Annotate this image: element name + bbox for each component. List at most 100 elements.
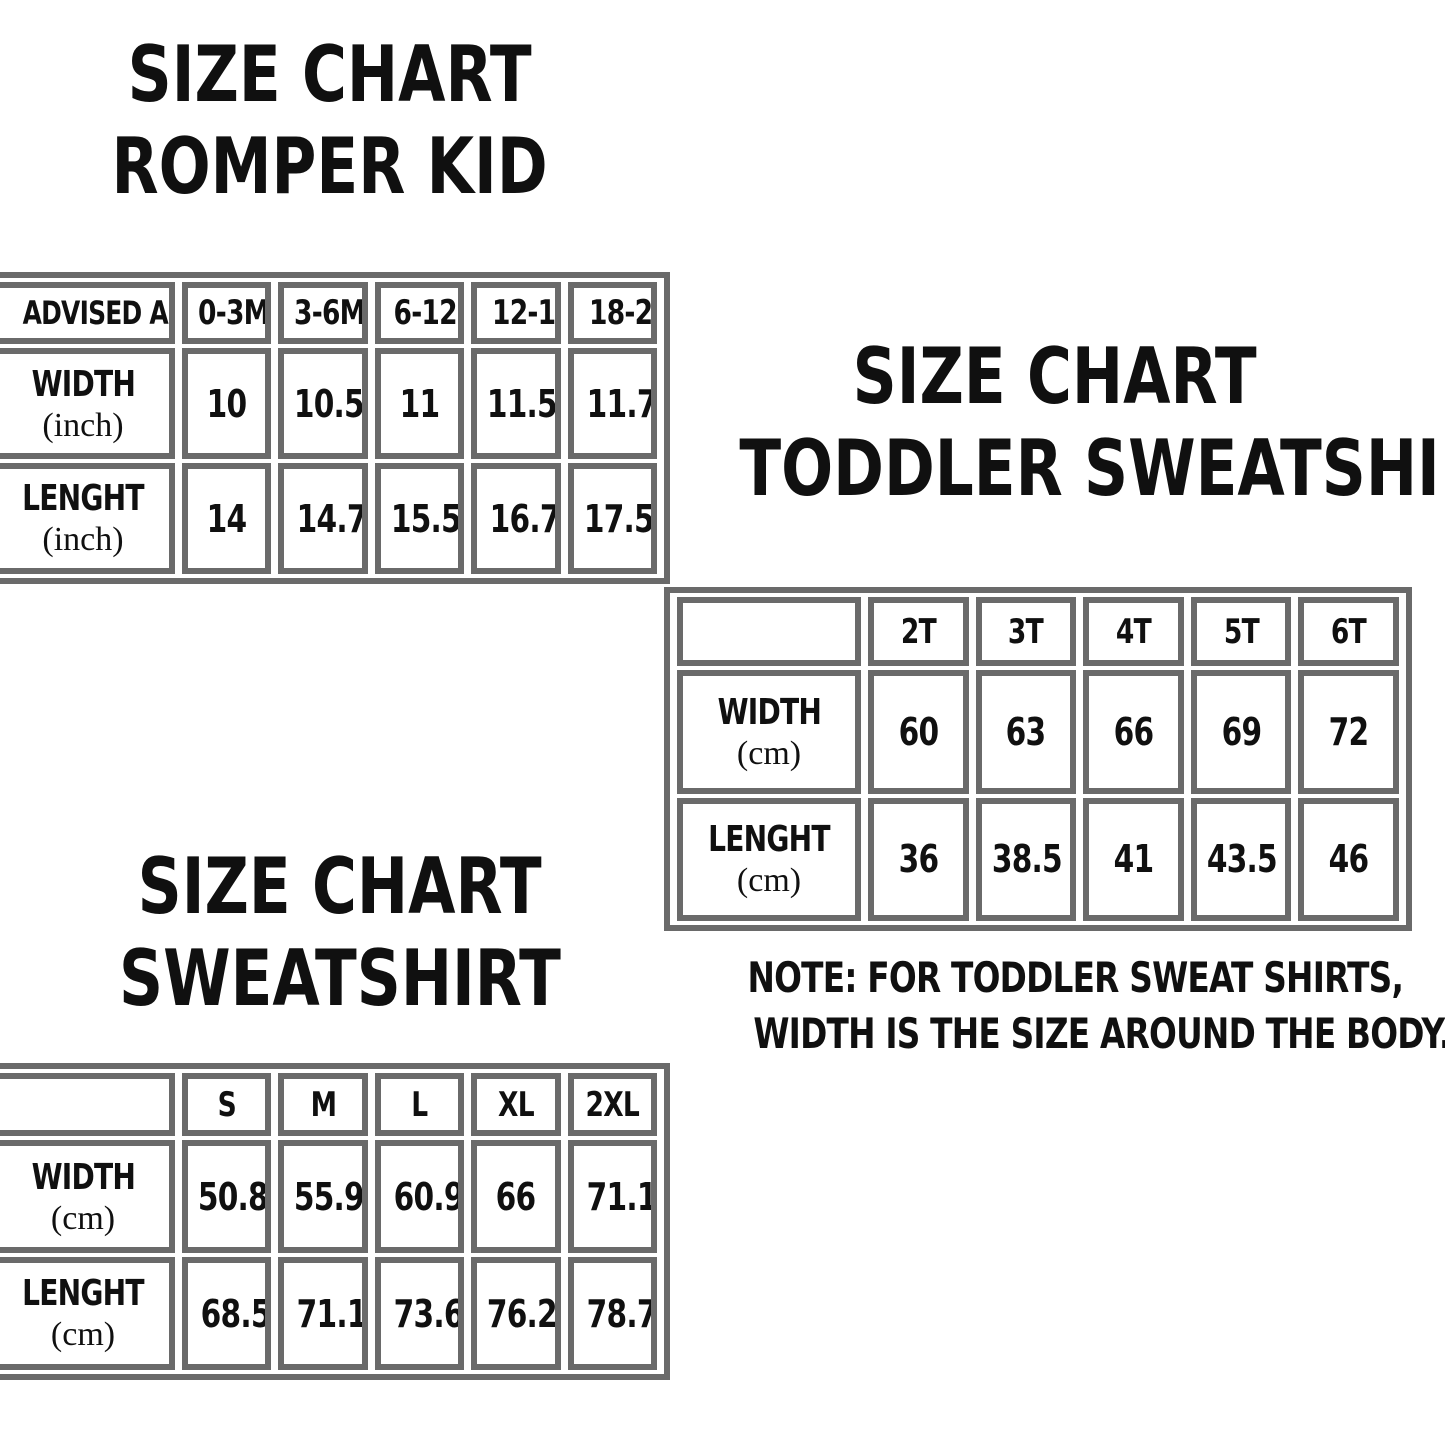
title-text: ROMPER KID: [111, 120, 549, 212]
column-header-cell: 0-3M: [182, 282, 272, 345]
header-text: 3-6M: [294, 293, 366, 334]
note-line: WIDTH IS THE SIZE AROUND THE BODY.: [655, 1006, 1445, 1062]
value-cell: 14: [182, 463, 272, 574]
header-text: 2T: [900, 611, 937, 652]
toddler-note: NOTE: FOR TODDLER SWEAT SHIRTS, WIDTH IS…: [655, 950, 1445, 1062]
toddler-section-title: SIZE CHART TODDLER SWEATSHIRT: [670, 330, 1445, 514]
table-row: WIDTH (inch) 10 10.5 11 11.5 11.75: [0, 348, 657, 460]
column-header-cell: 4T: [1083, 597, 1184, 667]
value-cell: 60.96: [374, 1140, 465, 1254]
value-cell: 11.75: [567, 348, 657, 460]
row-unit: (cm): [50, 1199, 116, 1237]
value-text: 10: [206, 381, 247, 426]
value-cell: 16.75: [471, 463, 561, 574]
column-header-cell: 18-24M: [567, 282, 657, 345]
row-label: LENGHT: [22, 1273, 144, 1315]
sweatshirt-section-title: SIZE CHART SWEATSHIRT: [30, 840, 650, 1024]
value-cell: 36: [868, 797, 969, 921]
value-cell: 78.74: [567, 1257, 657, 1370]
note-text: NOTE: FOR TODDLER SWEAT SHIRTS,: [747, 953, 1404, 1002]
value-cell: 14.75: [278, 463, 368, 574]
title-line: SIZE CHART: [20, 28, 640, 120]
value-text: 11.5: [487, 381, 558, 426]
header-text: 12-18M: [492, 293, 556, 334]
row-unit: (inch): [42, 521, 124, 559]
header-text: M: [310, 1084, 336, 1125]
value-cell: 60: [868, 670, 969, 794]
header-text: 2XL: [585, 1084, 640, 1125]
note-text: WIDTH IS THE SIZE AROUND THE BODY.: [753, 1009, 1445, 1058]
column-header-cell: [0, 1073, 175, 1137]
row-label-cell: LENGHT (cm): [0, 1257, 175, 1370]
table-header-row: S M L XL 2XL: [0, 1073, 657, 1137]
value-cell: 15.5: [374, 463, 465, 574]
row-label: LENGHT: [22, 478, 144, 520]
value-cell: 73.66: [374, 1257, 465, 1370]
toddler-size-table: 2T 3T 4T 5T 6T WIDTH (cm) 60 63 66 69 72…: [664, 587, 1412, 931]
romper-size-table: ADVISED AGE 0-3M 3-6M 6-12M 12-18M 18-24…: [0, 272, 670, 584]
column-header-cell: 3-6M: [278, 282, 368, 345]
value-text: 73.66: [393, 1291, 464, 1336]
header-text: XL: [497, 1084, 535, 1125]
header-text: 5T: [1223, 611, 1260, 652]
row-label-cell: LENGHT (cm): [677, 797, 861, 921]
column-header-cell: 6T: [1298, 597, 1399, 667]
value-text: 36: [898, 837, 939, 882]
column-header-cell: 12-18M: [471, 282, 561, 345]
header-text: S: [217, 1084, 237, 1125]
row-label: WIDTH: [31, 1156, 135, 1198]
value-text: 55.9: [294, 1174, 365, 1219]
value-text: 71.12: [586, 1174, 657, 1219]
title-text: SIZE CHART: [138, 840, 542, 932]
value-cell: 43.5: [1190, 797, 1292, 921]
table-row: LENGHT (cm) 68.58 71.12 73.66 76.2 78.74: [0, 1257, 657, 1370]
column-header-cell: 2XL: [567, 1073, 657, 1137]
value-cell: 50.8: [182, 1140, 272, 1254]
value-text: 38.5: [991, 837, 1062, 882]
value-text: 15.5: [390, 496, 461, 541]
row-unit: (cm): [736, 862, 802, 900]
value-text: 11: [399, 381, 440, 426]
value-text: 14: [206, 496, 247, 541]
value-text: 66: [496, 1174, 536, 1219]
value-text: 76.2: [487, 1291, 558, 1336]
header-text: ADVISED AGE: [22, 294, 169, 333]
row-label-cell: WIDTH (cm): [0, 1140, 175, 1254]
value-text: 72: [1328, 710, 1369, 755]
table-header-row: ADVISED AGE 0-3M 3-6M 6-12M 12-18M 18-24…: [0, 282, 657, 345]
header-text: 3T: [1008, 611, 1044, 652]
value-cell: 10: [182, 348, 272, 460]
title-text: SWEATSHIRT: [119, 932, 561, 1024]
value-text: 60: [898, 710, 939, 755]
title-text: SIZE CHART: [853, 330, 1257, 422]
header-text: 4T: [1115, 611, 1152, 652]
value-cell: 46: [1298, 797, 1399, 921]
row-label: WIDTH: [31, 363, 135, 405]
value-text: 66: [1113, 710, 1154, 755]
column-header-cell: [677, 597, 861, 667]
value-text: 71.12: [297, 1291, 368, 1336]
column-header-cell: ADVISED AGE: [0, 282, 175, 345]
value-cell: 69: [1190, 670, 1292, 794]
title-line: TODDLER SWEATSHIRT: [670, 422, 1445, 514]
column-header-cell: 6-12M: [374, 282, 465, 345]
row-label: LENGHT: [708, 819, 830, 861]
value-text: 50.8: [197, 1174, 268, 1219]
value-text: 46: [1328, 837, 1369, 882]
title-text: SIZE CHART: [128, 28, 532, 120]
value-text: 63: [1006, 710, 1046, 755]
table-row: LENGHT (inch) 14 14.75 15.5 16.75 17.5: [0, 463, 657, 574]
row-unit: (cm): [736, 734, 802, 772]
row-label: WIDTH: [717, 691, 821, 733]
value-text: 17.5: [583, 496, 654, 541]
row-label-cell: LENGHT (inch): [0, 463, 175, 574]
column-header-cell: 2T: [868, 597, 969, 667]
title-line: SIZE CHART: [30, 840, 650, 932]
column-header-cell: S: [182, 1073, 272, 1137]
value-cell: 71.12: [567, 1140, 657, 1254]
value-cell: 11.5: [471, 348, 561, 460]
header-text: 6-12M: [393, 293, 458, 334]
row-label-cell: WIDTH (cm): [677, 670, 861, 794]
row-unit: (cm): [50, 1316, 116, 1354]
